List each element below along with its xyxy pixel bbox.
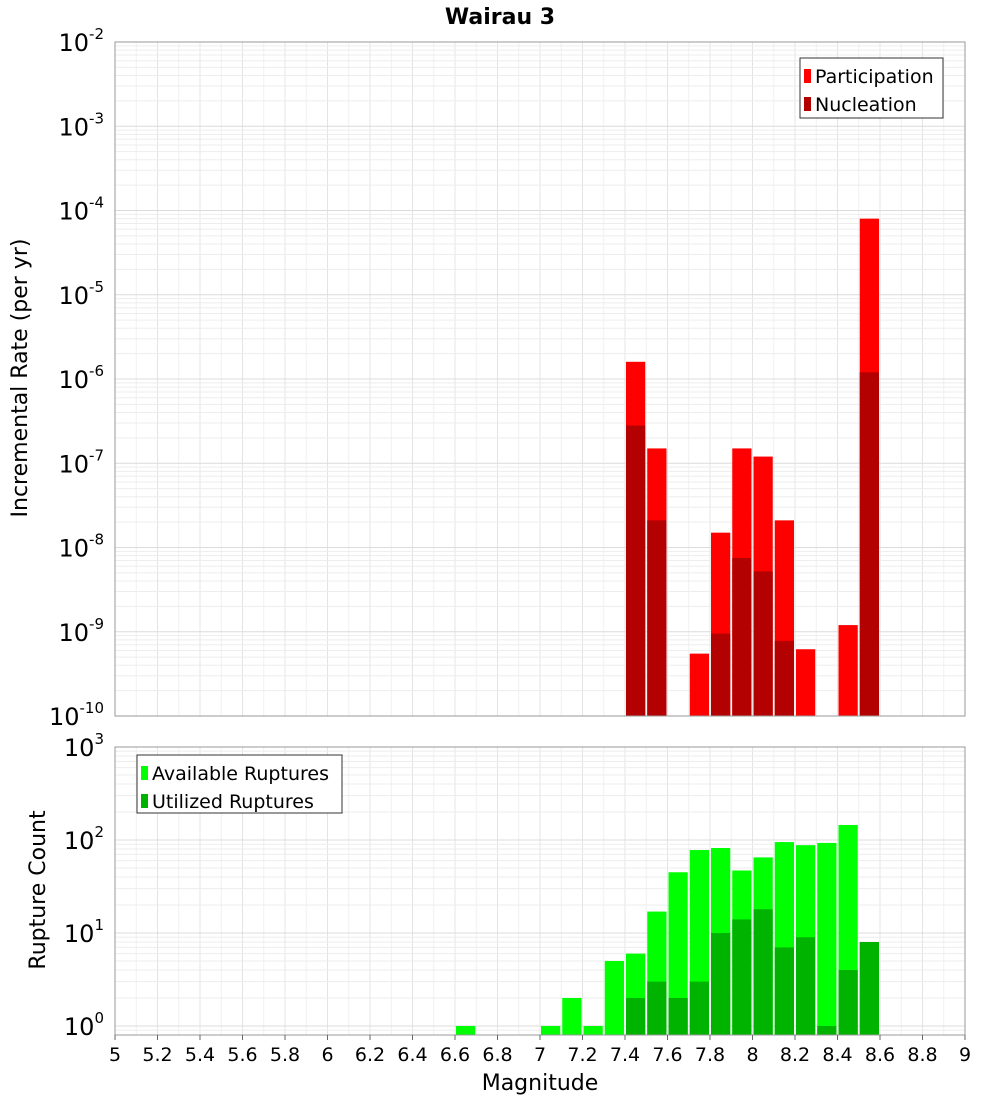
bar-utilized-ruptures xyxy=(753,909,773,1035)
bar-available-ruptures xyxy=(604,960,624,1035)
legend-label: Utilized Ruptures xyxy=(152,791,314,813)
bar-utilized-ruptures xyxy=(689,981,709,1035)
count-y-axis-label: Rupture Count xyxy=(26,810,51,970)
bar-nucleation xyxy=(711,633,731,716)
bar-nucleation xyxy=(732,558,752,716)
bar-nucleation xyxy=(647,520,667,716)
legend-label: Available Ruptures xyxy=(152,763,329,785)
y-tick-label: 102 xyxy=(64,823,104,855)
bar-available-ruptures xyxy=(456,1025,476,1035)
bar-available-ruptures xyxy=(562,997,582,1035)
x-tick-label: 7.8 xyxy=(695,1044,725,1066)
rate-y-axis-label: Incremental Rate (per yr) xyxy=(8,239,33,518)
bar-utilized-ruptures xyxy=(732,919,752,1035)
legend-box xyxy=(799,57,944,119)
legend-swatch xyxy=(141,766,148,780)
bar-utilized-ruptures xyxy=(796,937,816,1035)
bar-utilized-ruptures xyxy=(668,997,688,1035)
bar-utilized-ruptures xyxy=(817,1025,837,1035)
bar-participation xyxy=(689,653,709,716)
bar-utilized-ruptures xyxy=(838,969,858,1035)
bar-available-ruptures xyxy=(541,1025,561,1035)
bar-nucleation xyxy=(753,571,773,716)
bar-utilized-ruptures xyxy=(626,997,646,1035)
x-tick-label: 6.4 xyxy=(397,1044,427,1066)
bar-participation xyxy=(796,649,816,716)
legend-box xyxy=(136,754,343,814)
bar-participation xyxy=(838,625,858,716)
x-tick-label: 6.2 xyxy=(355,1044,385,1066)
x-tick-label: 5.6 xyxy=(227,1044,257,1066)
bar-utilized-ruptures xyxy=(859,942,879,1035)
x-tick-label: 5.8 xyxy=(270,1044,300,1066)
y-tick-label: 10-4 xyxy=(58,194,104,226)
x-tick-label: 6.8 xyxy=(482,1044,512,1066)
plot-frame xyxy=(114,41,966,717)
y-tick-label: 10-5 xyxy=(58,278,104,310)
x-tick-label: 7.2 xyxy=(567,1044,597,1066)
y-tick-label: 10-2 xyxy=(58,25,104,57)
bar-nucleation xyxy=(859,372,879,716)
y-tick-label: 10-9 xyxy=(58,615,104,647)
y-tick-label: 10-6 xyxy=(58,362,104,394)
rate-panel: 10-10 10-9 10-8 10-7 10-6 10-5 10-4 10-3 10-2 Par… xyxy=(49,25,966,731)
y-tick-label: 100 xyxy=(64,1009,104,1041)
x-tick-label: 8.8 xyxy=(907,1044,937,1066)
y-tick-label: 10-8 xyxy=(58,531,104,563)
x-tick-label: 8 xyxy=(746,1044,758,1066)
legend: Participation Nucleation xyxy=(799,57,944,119)
bar-available-ruptures xyxy=(668,872,688,1035)
x-tick-label: 6.6 xyxy=(440,1044,470,1066)
legend-swatch xyxy=(804,97,811,111)
x-tick-label: 6 xyxy=(321,1044,333,1066)
legend-swatch xyxy=(804,69,811,83)
x-tick-label: 5.4 xyxy=(185,1044,215,1066)
x-tick-label: 8.2 xyxy=(780,1044,810,1066)
x-tick-label: 8.4 xyxy=(822,1044,852,1066)
legend-label: Participation xyxy=(815,66,934,88)
legend-swatch xyxy=(141,794,148,808)
chart-title: Wairau 3 xyxy=(445,5,555,30)
x-tick-label: 9 xyxy=(959,1044,971,1066)
bar-available-ruptures xyxy=(583,1025,603,1035)
y-tick-label: 103 xyxy=(64,730,104,762)
x-tick-label: 7.4 xyxy=(610,1044,640,1066)
legend-label: Nucleation xyxy=(815,94,917,116)
x-axis-label: Magnitude xyxy=(482,1071,599,1096)
bar-utilized-ruptures xyxy=(647,981,667,1035)
y-tick-label: 10-3 xyxy=(58,109,104,141)
legend: Available Ruptures Utilized Ruptures xyxy=(136,754,343,814)
x-tick-label: 7.6 xyxy=(652,1044,682,1066)
bar-nucleation xyxy=(774,640,794,716)
bar-nucleation xyxy=(626,425,646,716)
y-tick-label: 10-10 xyxy=(49,699,104,731)
x-tick-label: 5 xyxy=(109,1044,121,1066)
x-tick-label: 8.6 xyxy=(865,1044,895,1066)
x-tick-label: 5.2 xyxy=(142,1044,172,1066)
y-tick-label: 101 xyxy=(64,916,104,948)
bar-available-ruptures xyxy=(817,842,837,1035)
x-tick-label: 7 xyxy=(534,1044,546,1066)
bar-utilized-ruptures xyxy=(711,932,731,1035)
bar-utilized-ruptures xyxy=(774,947,794,1035)
y-tick-label: 10-7 xyxy=(58,446,104,478)
